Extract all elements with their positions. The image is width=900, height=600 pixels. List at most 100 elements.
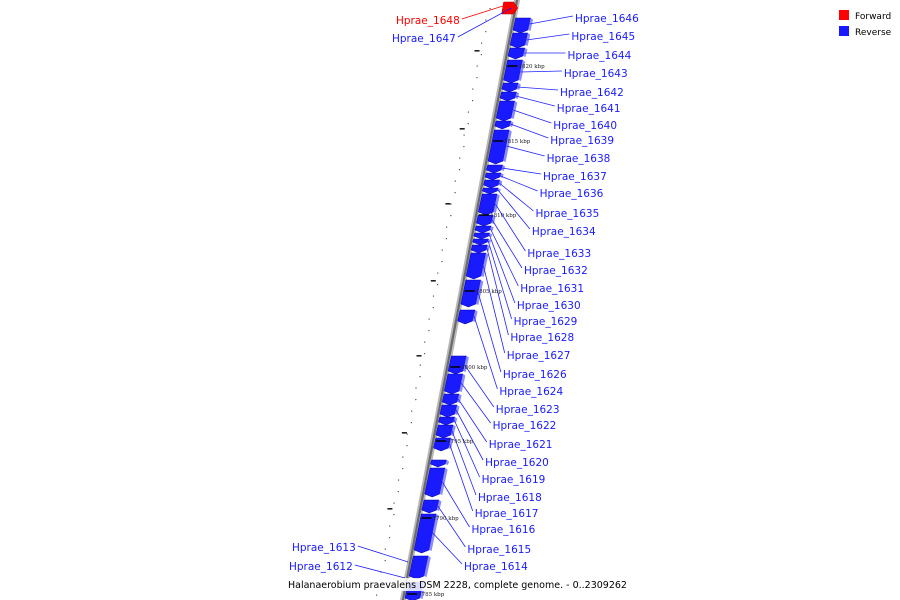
gene-label-hprae_1635: Hprae_1635 bbox=[536, 208, 600, 220]
kbp-tick-label: 1785 kbp bbox=[418, 592, 445, 598]
kbp-tick-label: 1800 kbp bbox=[461, 365, 488, 371]
gene-label-hprae_1626: Hprae_1626 bbox=[503, 369, 567, 381]
legend-reverse-label: Reverse bbox=[855, 28, 892, 38]
major-tick-mark bbox=[387, 508, 393, 510]
gene-label-hprae_1643: Hprae_1643 bbox=[564, 68, 628, 80]
reverse-gene-block-shade bbox=[459, 374, 466, 392]
reverse-gene-block bbox=[444, 373, 464, 395]
reverse-gene-block-shade bbox=[515, 92, 520, 99]
major-tick-mark bbox=[459, 128, 465, 130]
reverse-gene-block-shade bbox=[439, 468, 448, 495]
gene-label-hprae_1621: Hprae_1621 bbox=[489, 439, 553, 451]
reverse-gene-block-shade bbox=[436, 500, 442, 511]
gene-label-hprae_1619: Hprae_1619 bbox=[482, 474, 546, 486]
legend-forward-label: Forward bbox=[855, 12, 891, 22]
gene-label-hprae_1614: Hprae_1614 bbox=[464, 561, 528, 573]
gene-label-hprae_1632: Hprae_1632 bbox=[524, 265, 588, 277]
gene-label-hprae_1631: Hprae_1631 bbox=[520, 283, 584, 295]
genome-backbone bbox=[399, 0, 521, 600]
gene-label-hprae_1630: Hprae_1630 bbox=[517, 300, 581, 312]
major-tick-mark bbox=[445, 203, 451, 205]
reverse-gene-block-shade bbox=[491, 215, 496, 224]
reverse-gene-block bbox=[472, 238, 489, 246]
gene-label-hprae_1648: Hprae_1648 bbox=[396, 15, 460, 27]
reverse-gene-block bbox=[408, 555, 429, 580]
gene-label-hprae_1622: Hprae_1622 bbox=[493, 420, 557, 432]
reverse-gene-block bbox=[485, 164, 504, 174]
major-tick-mark bbox=[401, 432, 407, 434]
gene-label-hprae_1628: Hprae_1628 bbox=[510, 332, 574, 344]
reverse-gene-block-shade bbox=[493, 194, 500, 213]
reverse-gene-block bbox=[441, 393, 460, 406]
reverse-gene-block-shade bbox=[463, 356, 469, 372]
reverse-gene-block-shade bbox=[475, 280, 484, 305]
gene-label-hprae_1639: Hprae_1639 bbox=[550, 135, 614, 147]
reverse-gene-block bbox=[457, 309, 476, 325]
legend-forward-swatch bbox=[839, 10, 849, 20]
reverse-gene-block bbox=[483, 179, 501, 189]
gene-label-hprae_1634: Hprae_1634 bbox=[532, 226, 596, 238]
kbp-tick-label: 1810 kbp bbox=[490, 213, 517, 219]
reverse-gene-block bbox=[438, 416, 456, 426]
reverse-gene-block-shade bbox=[497, 188, 501, 192]
reverse-gene-block bbox=[460, 279, 482, 308]
reverse-gene-block bbox=[470, 244, 488, 254]
reverse-gene-block bbox=[474, 225, 492, 234]
reverse-gene-block-shade bbox=[453, 417, 458, 423]
legend: Forward Reverse bbox=[839, 10, 892, 38]
reverse-gene-block-shade bbox=[523, 48, 528, 57]
gene-label-hprae_1617: Hprae_1617 bbox=[475, 508, 539, 520]
gene-label-hprae_1624: Hprae_1624 bbox=[499, 386, 563, 398]
reverse-gene-block-shade bbox=[516, 83, 521, 90]
reverse-gene-block-shade bbox=[481, 253, 489, 277]
reverse-gene-block-shade bbox=[450, 425, 456, 436]
reverse-gene-block bbox=[487, 129, 510, 165]
reverse-gene-block bbox=[465, 252, 487, 280]
reverse-gene-block bbox=[473, 232, 491, 240]
legend-reverse-swatch bbox=[839, 26, 849, 36]
gene-labels: Hprae_1646 Hprae_1645 Hprae_1644 Hprae_1643… bbox=[289, 13, 639, 573]
gene-label-hprae_1623: Hprae_1623 bbox=[496, 404, 560, 416]
reverse-gene-block-shade bbox=[448, 438, 454, 449]
kbp-tick-label: 1820 kbp bbox=[519, 64, 546, 70]
kbp-ticks: 1820 kbp 1815 kbp 1810 kbp 1805 kbp 1800 kbp… bbox=[407, 64, 545, 598]
gene-label-hprae_1640: Hprae_1640 bbox=[553, 120, 617, 132]
reverse-gene-block bbox=[435, 424, 454, 439]
reverse-gene-block bbox=[507, 47, 526, 60]
gene-label-hprae_1613: Hprae_1613 bbox=[292, 542, 356, 554]
reverse-gene-block bbox=[430, 459, 447, 468]
gene-label-hprae_1636: Hprae_1636 bbox=[540, 188, 604, 200]
gene-label-hprae_1620: Hprae_1620 bbox=[485, 457, 549, 469]
gene-label-hprae_1642: Hprae_1642 bbox=[560, 87, 624, 99]
reverse-gene-block bbox=[413, 513, 437, 554]
reverse-gene-block bbox=[424, 467, 446, 498]
reverse-gene-block bbox=[439, 404, 458, 418]
gene-label-hprae_1627: Hprae_1627 bbox=[507, 350, 571, 362]
gene-label-hprae_1645: Hprae_1645 bbox=[571, 31, 635, 43]
gene-blocks bbox=[404, 1, 534, 600]
reverse-gene-block-shade bbox=[454, 405, 460, 415]
major-tick-mark bbox=[430, 280, 436, 282]
reverse-gene-block bbox=[509, 32, 529, 49]
gene-label-hprae_1637: Hprae_1637 bbox=[543, 171, 607, 183]
gene-label-hprae_1618: Hprae_1618 bbox=[478, 492, 542, 504]
major-tick-mark bbox=[416, 355, 422, 357]
gene-label-hprae_1647: Hprae_1647 bbox=[392, 33, 456, 45]
gene-label-hprae_1638: Hprae_1638 bbox=[547, 153, 611, 165]
gene-label-hprae_1641: Hprae_1641 bbox=[557, 103, 621, 115]
gene-label-hprae_1615: Hprae_1615 bbox=[467, 544, 531, 556]
gene-label-hprae_1612: Hprae_1612 bbox=[289, 561, 353, 573]
reverse-gene-block bbox=[476, 214, 494, 227]
reverse-gene-block bbox=[495, 100, 516, 122]
gene-label-hprae_1629: Hprae_1629 bbox=[514, 316, 578, 328]
reverse-gene-block bbox=[499, 91, 517, 102]
reverse-gene-block-shade bbox=[445, 460, 450, 465]
reverse-gene-block bbox=[512, 17, 531, 34]
reverse-gene-block bbox=[447, 355, 467, 375]
kbp-tick-label: 1795 kbp bbox=[447, 439, 474, 445]
reverse-gene-block bbox=[484, 172, 502, 181]
reverse-gene-block-shade bbox=[424, 556, 431, 577]
reverse-gene-block-shade bbox=[429, 514, 439, 551]
gene-label-hprae_1644: Hprae_1644 bbox=[568, 50, 632, 62]
